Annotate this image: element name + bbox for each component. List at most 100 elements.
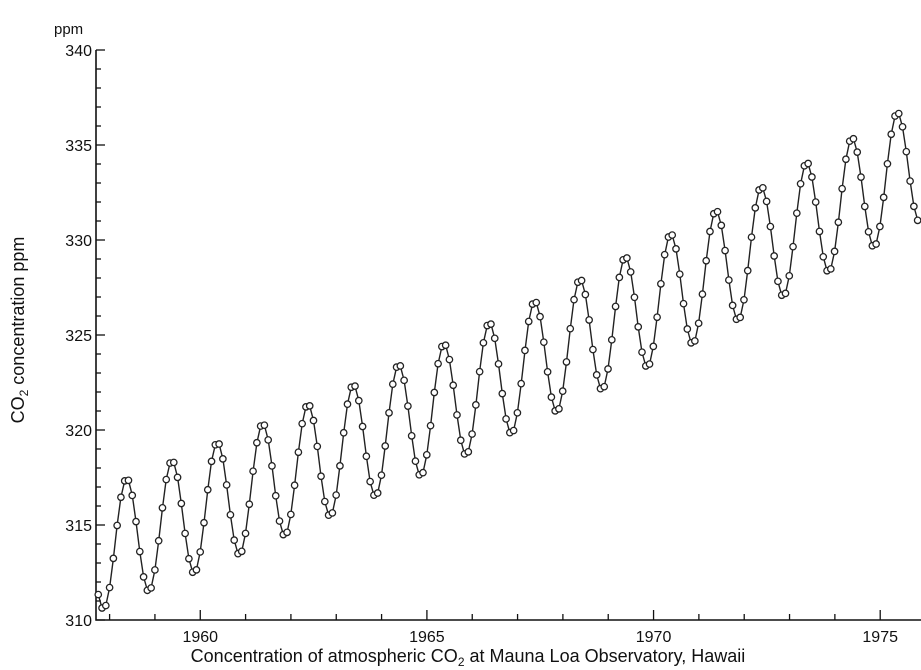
series-co2 [94, 109, 921, 612]
data-point [253, 438, 261, 447]
data-point [675, 270, 684, 279]
data-point [328, 509, 337, 517]
data-point [200, 518, 208, 527]
data-point [811, 198, 820, 206]
data-point [377, 471, 386, 480]
data-point [147, 584, 155, 592]
data-point [830, 247, 839, 256]
data-point [422, 450, 431, 459]
data-point [796, 179, 805, 188]
axis-lines [95, 50, 921, 621]
data-point [426, 421, 435, 430]
data-point [207, 457, 216, 466]
data-point [411, 457, 420, 466]
series-line [97, 112, 919, 610]
data-point [615, 273, 624, 282]
data-point [725, 276, 733, 284]
data-point [717, 221, 726, 230]
data-point [94, 590, 103, 599]
data-point [396, 362, 405, 370]
data-point [781, 289, 790, 298]
data-point [487, 320, 495, 328]
data-point [181, 529, 189, 538]
x-tick-label: 1975 [862, 629, 898, 646]
data-point [532, 298, 541, 307]
data-point [555, 405, 563, 413]
data-point [623, 254, 631, 262]
data-point [154, 536, 163, 545]
data-point [109, 554, 118, 563]
data-point [169, 458, 178, 467]
data-point [585, 316, 593, 324]
data-point [479, 338, 488, 347]
data-point [762, 197, 771, 206]
data-point [215, 440, 223, 448]
data-point [842, 155, 850, 164]
data-point [441, 341, 450, 350]
data-point [502, 415, 510, 423]
data-point [468, 430, 476, 438]
data-point [713, 207, 722, 216]
data-point [298, 419, 307, 428]
data-point [445, 355, 454, 364]
data-point [838, 184, 846, 193]
data-point [589, 345, 597, 354]
data-point [332, 491, 341, 499]
data-point [849, 134, 858, 143]
data-point [105, 583, 114, 592]
data-point [743, 266, 752, 275]
data-point [683, 325, 692, 333]
data-point [521, 346, 529, 355]
data-point [275, 517, 284, 525]
svg-text:CO2 concentration ppm: CO2 concentration ppm [8, 237, 31, 424]
y-axis-label: CO2 concentration ppm [8, 237, 31, 424]
data-point [419, 468, 427, 477]
axes [95, 50, 921, 621]
data-point [404, 402, 412, 410]
data-point [853, 148, 862, 156]
data-point [691, 337, 699, 345]
data-point [173, 473, 182, 482]
data-point [660, 250, 669, 259]
data-point [237, 547, 246, 556]
y-tick-label: 335 [65, 138, 92, 155]
data-point [177, 499, 186, 508]
data-point [185, 554, 193, 563]
data-point [913, 216, 921, 225]
data-point [566, 324, 575, 333]
data-point [792, 209, 801, 218]
data-point [430, 388, 439, 397]
data-point [309, 416, 318, 425]
data-point [894, 109, 903, 118]
data-point [604, 365, 612, 373]
data-point [876, 222, 884, 231]
data-point [694, 319, 703, 328]
data-point [490, 334, 499, 343]
axis-ticks: 310 315 320 325 330 335 340 1960 1965 1970 1975 [65, 43, 898, 646]
data-point [517, 379, 526, 388]
data-point [657, 279, 665, 288]
data-point [117, 493, 125, 502]
data-point [286, 510, 295, 519]
data-point [373, 489, 382, 497]
data-point [453, 411, 461, 419]
data-point [343, 400, 352, 408]
data-point [653, 313, 661, 322]
data-point [226, 510, 235, 519]
y-unit-label: ppm [54, 21, 83, 38]
data-point [751, 204, 760, 212]
data-point [320, 497, 329, 506]
data-point [313, 442, 322, 451]
data-point [860, 202, 869, 211]
data-point [472, 401, 480, 409]
y-tick-label: 330 [65, 233, 92, 250]
data-point [789, 242, 797, 251]
data-point [721, 246, 729, 255]
data-point [203, 485, 212, 494]
data-point [736, 313, 745, 322]
data-point [785, 271, 794, 280]
y-tick-label: 315 [65, 518, 92, 535]
data-point [770, 252, 779, 260]
data-point [600, 382, 609, 391]
